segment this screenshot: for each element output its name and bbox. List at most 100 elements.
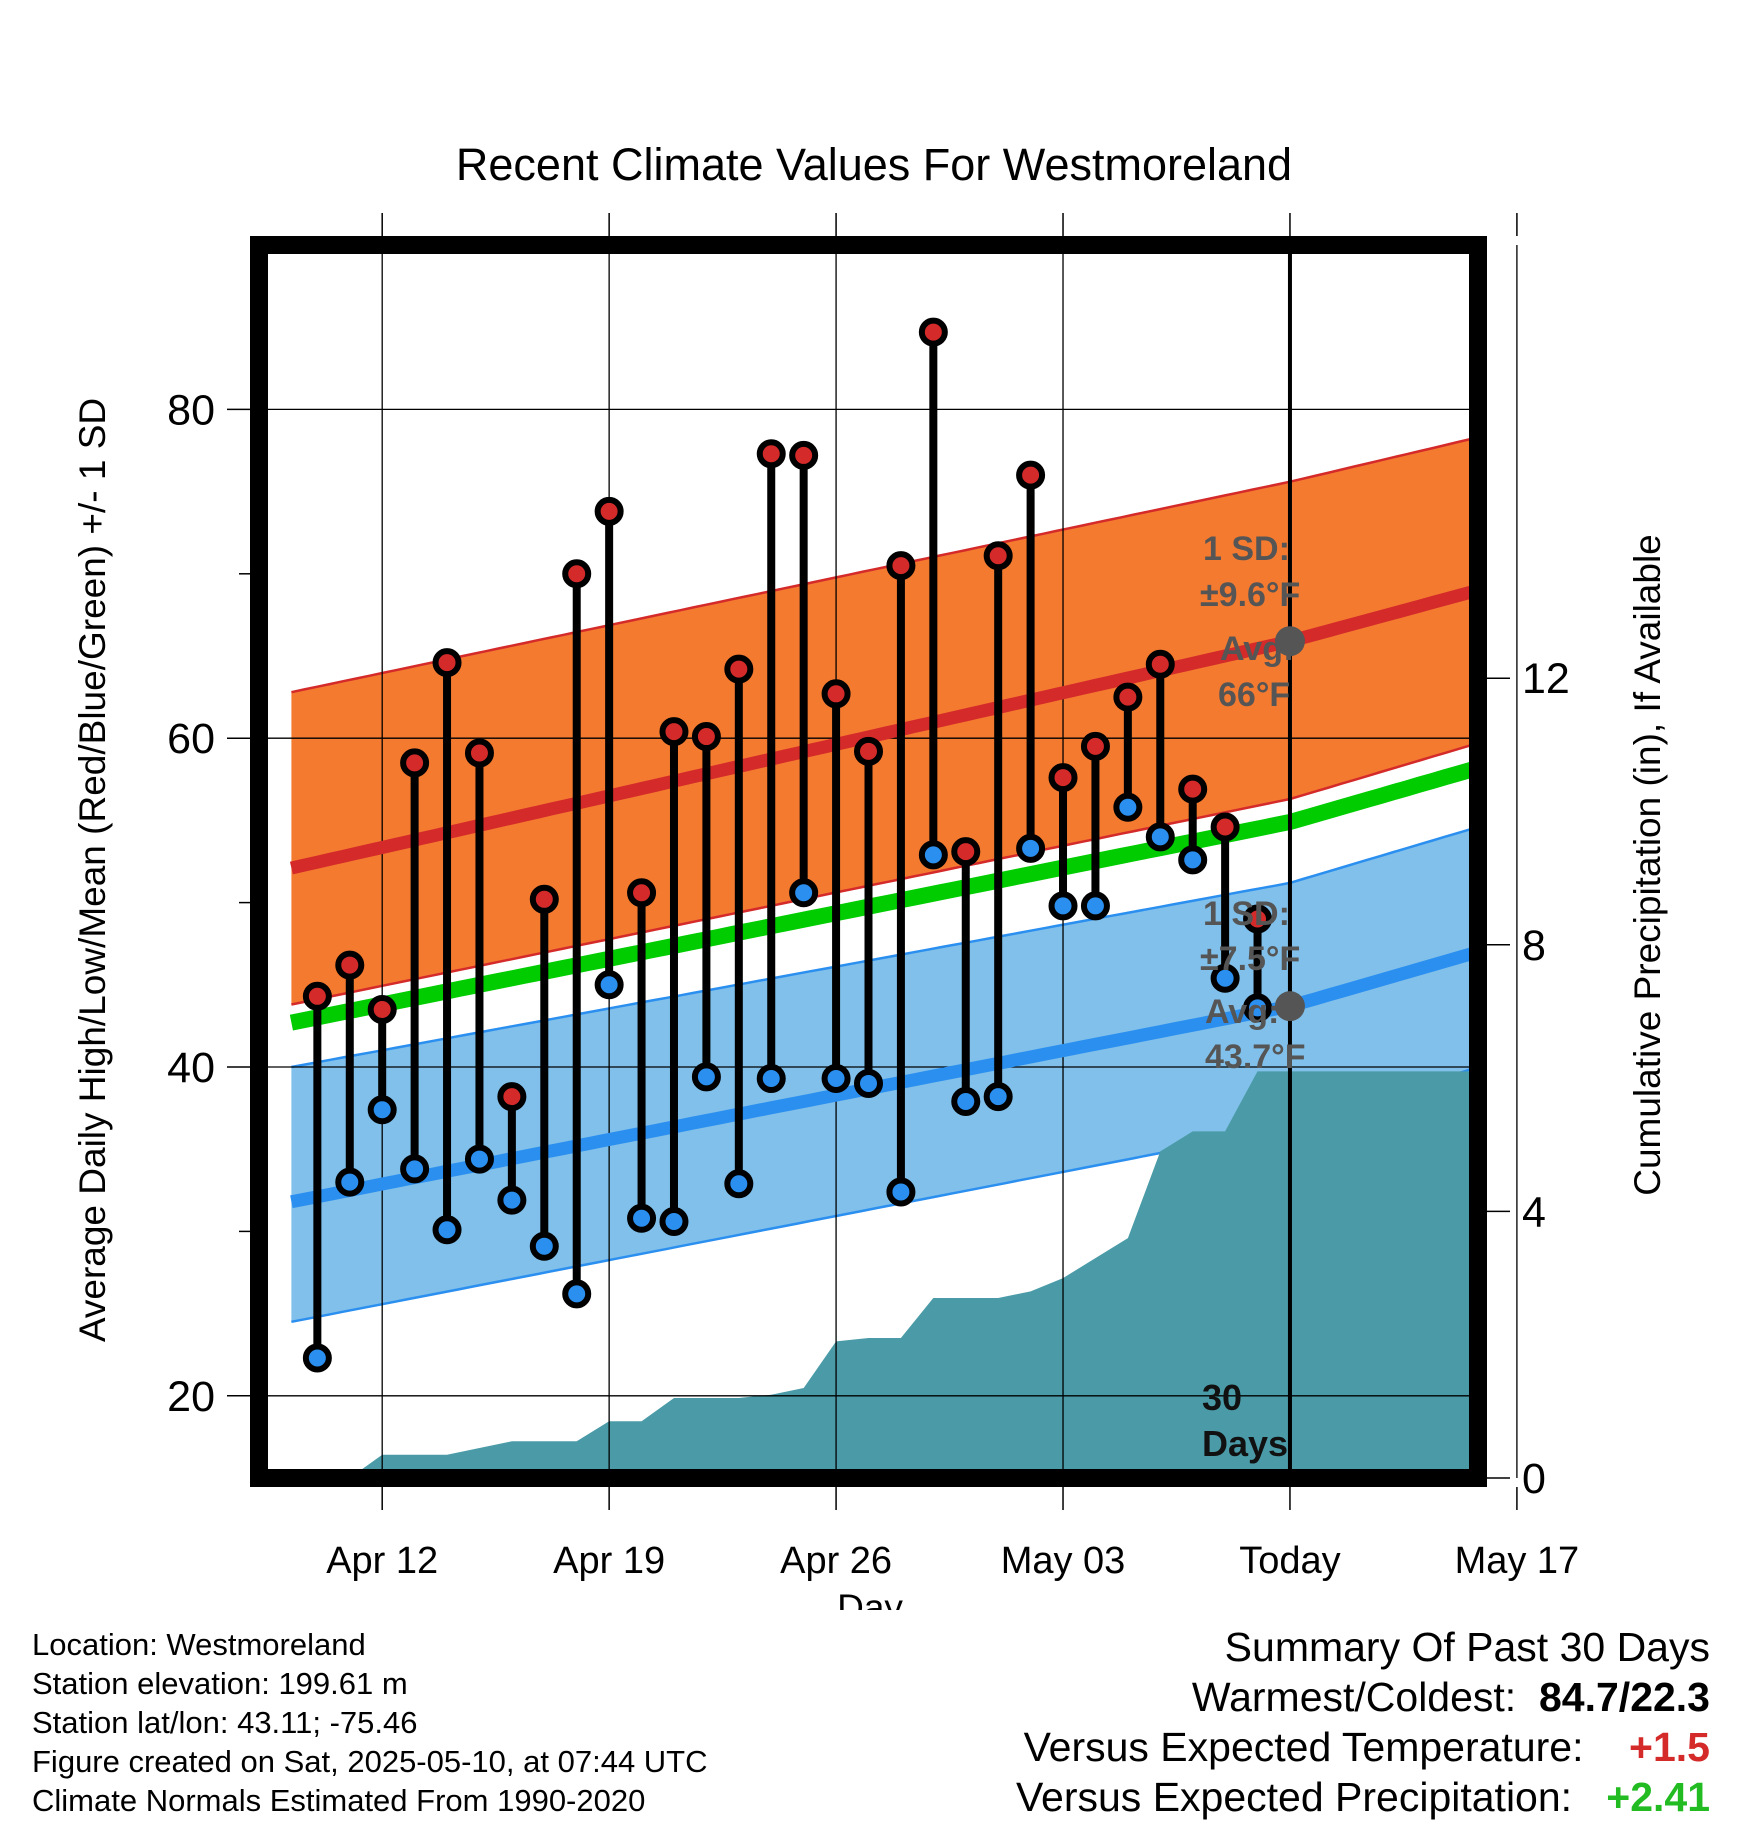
x-axis-label: Day — [837, 1587, 903, 1610]
window-days-label: Days — [1202, 1423, 1288, 1464]
summary-precip: Versus Expected Precipitation: +2.41 — [1016, 1772, 1710, 1822]
daily-low-point — [367, 1095, 397, 1125]
daily-low-point — [1048, 891, 1078, 921]
daily-high-point — [724, 654, 754, 684]
low-avg-label: Avg: — [1205, 993, 1279, 1031]
high-avg-value: 66°F — [1218, 676, 1290, 714]
high-upper-edge — [291, 437, 1472, 694]
meta-latlon: Station lat/lon: 43.11; -75.46 — [32, 1705, 418, 1740]
high-avg-label: Avg: — [1220, 630, 1294, 668]
daily-low-point — [1145, 822, 1175, 852]
daily-low-point — [1243, 993, 1273, 1023]
window-days-number: 30 — [1202, 1377, 1242, 1418]
precip-area — [291, 1071, 1478, 1478]
daily-low-point — [627, 1203, 657, 1233]
daily-high-point — [983, 541, 1013, 571]
low-sd-label: 1 SD: — [1203, 895, 1290, 933]
daily-low-point — [918, 840, 948, 870]
daily-high-point — [497, 1082, 527, 1112]
daily-high-point — [854, 736, 883, 766]
daily-low-point — [1016, 833, 1046, 863]
daily-low-point — [821, 1064, 851, 1094]
low-avg-marker — [1274, 991, 1305, 1022]
daily-low-point — [1113, 792, 1143, 822]
daily-high-point — [1016, 460, 1046, 490]
daily-high-point — [789, 440, 819, 470]
y-axis-label: Average Daily High/Low/Mean (Red/Blue/Gr… — [72, 398, 113, 1342]
daily-low-point — [659, 1207, 689, 1237]
y-tick-label: 40 — [167, 1044, 215, 1092]
daily-high-point — [821, 679, 851, 709]
daily-low-point — [951, 1087, 981, 1117]
low-avg-value: 43.7°F — [1205, 1038, 1306, 1076]
daily-high-point — [756, 439, 786, 469]
low-sd-band — [291, 828, 1472, 1322]
summary-panel: Summary Of Past 30 Days Warmest/Coldest:… — [1016, 1622, 1710, 1822]
daily-high-point — [400, 748, 430, 778]
summary-temp-label: Versus Expected Temperature: — [1023, 1724, 1584, 1770]
summary-header: Summary Of Past 30 Days — [1224, 1624, 1710, 1670]
daily-high-point — [562, 559, 592, 589]
high-sd-value: ±9.6°F — [1200, 576, 1300, 614]
daily-high-point — [659, 717, 689, 747]
daily-low-point — [983, 1082, 1013, 1112]
summary-precip-value: +2.41 — [1606, 1774, 1710, 1820]
daily-high-point — [432, 648, 462, 678]
x-tick-label: Today — [1239, 1540, 1340, 1582]
x-tick-label: May 03 — [1001, 1540, 1126, 1582]
y-tick-label: 20 — [167, 1373, 215, 1421]
climate-chart: Recent Climate Values For Westmoreland 1… — [72, 139, 1668, 1610]
daily-high-point — [886, 551, 916, 581]
meta-elevation: Station elevation: 199.61 m — [32, 1666, 408, 1701]
summary-temp: Versus Expected Temperature: +1.5 — [1016, 1722, 1710, 1772]
x-tick-label: Apr 26 — [780, 1540, 892, 1582]
daily-low-point — [497, 1185, 527, 1215]
daily-high-point — [1113, 682, 1143, 712]
y2-tick-label: 8 — [1522, 922, 1546, 970]
y2-tick-label: 12 — [1522, 655, 1570, 703]
daily-low-point — [724, 1169, 754, 1199]
chart-title: Recent Climate Values For Westmoreland — [456, 139, 1292, 190]
y2-tick-label: 4 — [1522, 1188, 1546, 1236]
daily-low-point — [594, 970, 624, 1000]
daily-low-point — [886, 1177, 916, 1207]
high-sd-label: 1 SD: — [1203, 530, 1290, 568]
high-normal-line — [289, 585, 1474, 875]
low-sd-value: ±7.5°F — [1200, 940, 1300, 978]
high-lower-edge — [291, 743, 1472, 1006]
y-tick-label: 60 — [167, 715, 215, 763]
daily-low-point — [562, 1279, 592, 1309]
daily-low-point — [529, 1231, 559, 1261]
daily-high-point — [302, 981, 332, 1011]
daily-high-point — [529, 884, 559, 914]
daily-high-point — [1243, 904, 1273, 934]
daily-low-point — [1210, 963, 1240, 993]
daily-high-point — [627, 878, 657, 908]
daily-high-point — [335, 950, 365, 980]
high-sd-band — [291, 438, 1472, 1005]
daily-high-point — [1145, 649, 1175, 679]
low-upper-edge — [291, 827, 1472, 1069]
daily-high-point — [1080, 731, 1110, 761]
daily-low-point — [464, 1144, 494, 1174]
meta-normals: Climate Normals Estimated From 1990-2020 — [32, 1783, 646, 1818]
daily-high-point — [1048, 763, 1078, 793]
summary-precip-label: Versus Expected Precipitation: — [1015, 1774, 1573, 1820]
daily-low-point — [789, 878, 819, 908]
summary-warm-cold-label: Warmest/Coldest: — [1191, 1674, 1517, 1720]
daily-low-point — [1178, 845, 1208, 875]
station-metadata: Location: Westmoreland Station elevation… — [32, 1625, 708, 1820]
daily-low-point — [1080, 891, 1110, 921]
daily-high-point — [367, 994, 397, 1024]
summary-temp-value: +1.5 — [1629, 1724, 1710, 1770]
daily-high-point — [464, 738, 494, 768]
daily-high-point — [918, 317, 948, 347]
meta-created: Figure created on Sat, 2025-05-10, at 07… — [32, 1744, 708, 1779]
meta-location: Location: Westmoreland — [32, 1627, 366, 1662]
daily-high-point — [594, 496, 624, 526]
plot-frame — [250, 236, 1487, 1487]
daily-high-point — [1210, 812, 1240, 842]
daily-low-point — [756, 1064, 786, 1094]
x-tick-label: Apr 19 — [553, 1540, 665, 1582]
x-tick-label: May 17 — [1455, 1540, 1580, 1582]
